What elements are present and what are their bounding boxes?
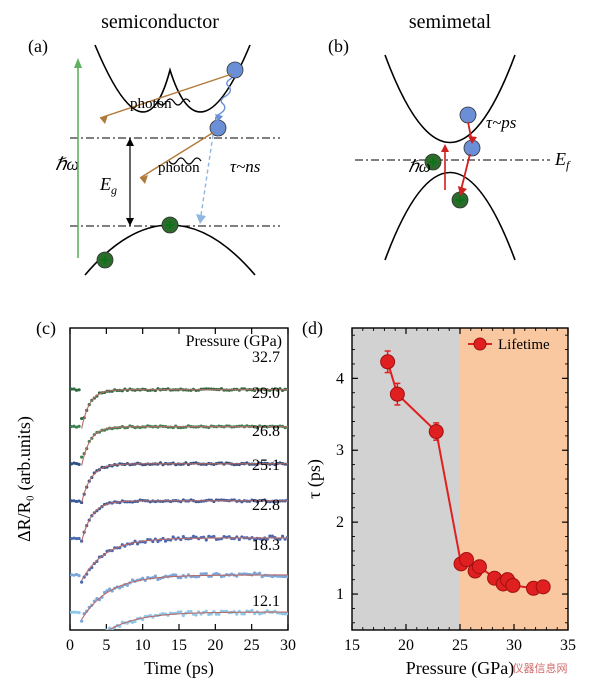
trace-point [83,653,86,656]
svg-text:29.0: 29.0 [252,385,280,402]
lifetime-point [381,355,395,369]
trace-point [77,425,80,428]
svg-text:20: 20 [398,637,414,654]
svg-text:18.3: 18.3 [252,537,280,554]
trace-point [205,538,208,541]
trace-point [80,620,83,623]
lifetime-point [472,560,486,574]
svg-text:τ (ps): τ (ps) [304,459,325,499]
svg-text:photon: photon [158,160,200,176]
svg-text:25: 25 [244,637,260,654]
lifetime-point [536,580,550,594]
trace-point [235,613,238,616]
svg-text:0: 0 [66,637,74,654]
svg-text:2: 2 [336,514,344,531]
svg-text:(c): (c) [36,318,56,339]
trace-point [77,611,80,614]
svg-text:32.7: 32.7 [252,349,280,366]
figure: semiconductor(a)Egℏωphotonphotonτ~nssemi… [0,0,600,681]
trace-point [98,635,101,638]
trace-point [258,572,261,575]
svg-text:Pressure (GPa): Pressure (GPa) [186,333,282,350]
trace-point [194,613,197,616]
panel-b: semimetal (b) Ef τ~ps ℏω [328,11,571,260]
trace-point [189,610,192,613]
trace-point [182,535,185,538]
svg-text:25: 25 [452,637,468,654]
svg-text:ℏω: ℏω [55,154,79,174]
trace-point [77,499,80,502]
trace-point [172,535,175,538]
panel-d: 15 20 25 30 35 1 2 3 4 Pressure (GPa) τ (ps) (d) Lif… [302,318,576,679]
svg-text:(d): (d) [302,318,323,339]
trace-point [103,631,106,634]
svg-text:15: 15 [171,637,187,654]
svg-text:3: 3 [336,442,344,459]
svg-text:Ef: Ef [554,149,571,172]
lifetime-point [390,387,404,401]
svg-text:(a): (a) [28,36,48,57]
trace-point [90,644,93,647]
svg-text:Pressure (GPa): Pressure (GPa) [406,658,514,679]
trace-point [80,654,83,657]
trace-point [205,572,208,575]
lifetime-point [429,425,443,439]
svg-text:semiconductor: semiconductor [101,11,219,33]
svg-text:(b): (b) [328,36,349,57]
trace-point [85,650,88,653]
svg-text:Eg: Eg [99,174,117,197]
trace-point [217,613,220,616]
lifetime-point [506,578,520,592]
svg-text:4: 4 [336,370,344,387]
trace-point [95,638,98,641]
svg-text:26.8: 26.8 [252,423,280,440]
trace-point [77,463,80,466]
svg-text:30: 30 [280,637,296,654]
trace-point [77,388,80,391]
svg-text:12.1: 12.1 [252,593,280,610]
svg-text:τ~ps: τ~ps [486,113,517,132]
svg-text:35: 35 [560,637,576,654]
trace-point [80,455,83,458]
trace-point [182,614,185,617]
svg-text:20: 20 [207,637,223,654]
trace-point [154,575,157,578]
svg-text:5: 5 [102,637,110,654]
figure-svg: semiconductor(a)Egℏωphotonphotonτ~nssemi… [0,0,600,681]
svg-text:ℏω: ℏω [408,157,431,176]
svg-text:τ~ns: τ~ns [230,157,261,176]
panel-c: 0 5 10 15 20 25 30 Time (ps) ΔR/R₀ (arb.units) (c… [14,318,296,679]
svg-text:22.8: 22.8 [252,497,280,514]
svg-text:Time (ps): Time (ps) [144,658,214,679]
watermark: 仪器信息网 [513,661,568,675]
trace-point [179,610,182,613]
trace-point [88,647,91,650]
svg-text:Lifetime: Lifetime [498,337,550,353]
trace-point [80,581,83,584]
svg-text:ΔR/R₀ (arb.units): ΔR/R₀ (arb.units) [14,416,35,542]
svg-text:15: 15 [344,637,360,654]
svg-text:semimetal: semimetal [409,11,492,33]
lifetime-point [459,553,473,567]
svg-text:25.1: 25.1 [252,457,280,474]
svg-text:10: 10 [135,637,151,654]
svg-text:30: 30 [506,637,522,654]
panel-a: semiconductor (a) Egℏω photon photon τ~ns [28,11,280,275]
svg-text:1: 1 [336,586,344,603]
conduction-band [95,45,250,112]
trace-point [243,612,246,615]
region-low-p [352,328,460,630]
trace-point [77,574,80,577]
trace-point [77,537,80,540]
svg-text:photon: photon [130,96,172,112]
trace-point [93,640,96,643]
